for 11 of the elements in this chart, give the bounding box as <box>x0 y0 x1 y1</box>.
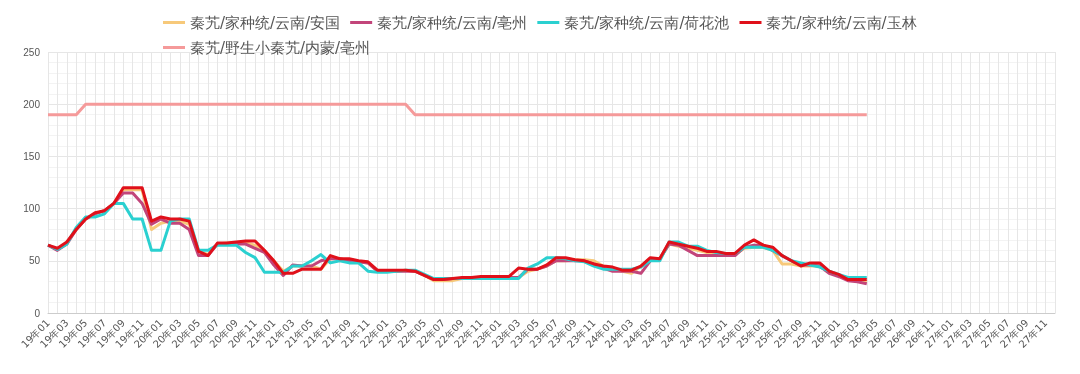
legend-label: 秦艽/家种统/云南/亳州 <box>377 13 528 32</box>
y-tick-label: 0 <box>34 307 41 319</box>
y-tick-label: 200 <box>23 98 41 110</box>
y-tick-label: 100 <box>23 203 41 215</box>
legend-label: 秦艽/家种统/云南/玉林 <box>766 13 917 32</box>
y-tick-label: 150 <box>23 150 41 162</box>
y-tick-label: 250 <box>23 46 41 58</box>
legend-label: 秦艽/家种统/云南/安国 <box>190 13 341 32</box>
legend-label: 秦艽/野生小秦艽/内蒙/亳州 <box>190 38 371 57</box>
legend-label: 秦艽/家种统/云南/荷花池 <box>564 13 730 32</box>
y-tick-label: 50 <box>28 255 41 267</box>
